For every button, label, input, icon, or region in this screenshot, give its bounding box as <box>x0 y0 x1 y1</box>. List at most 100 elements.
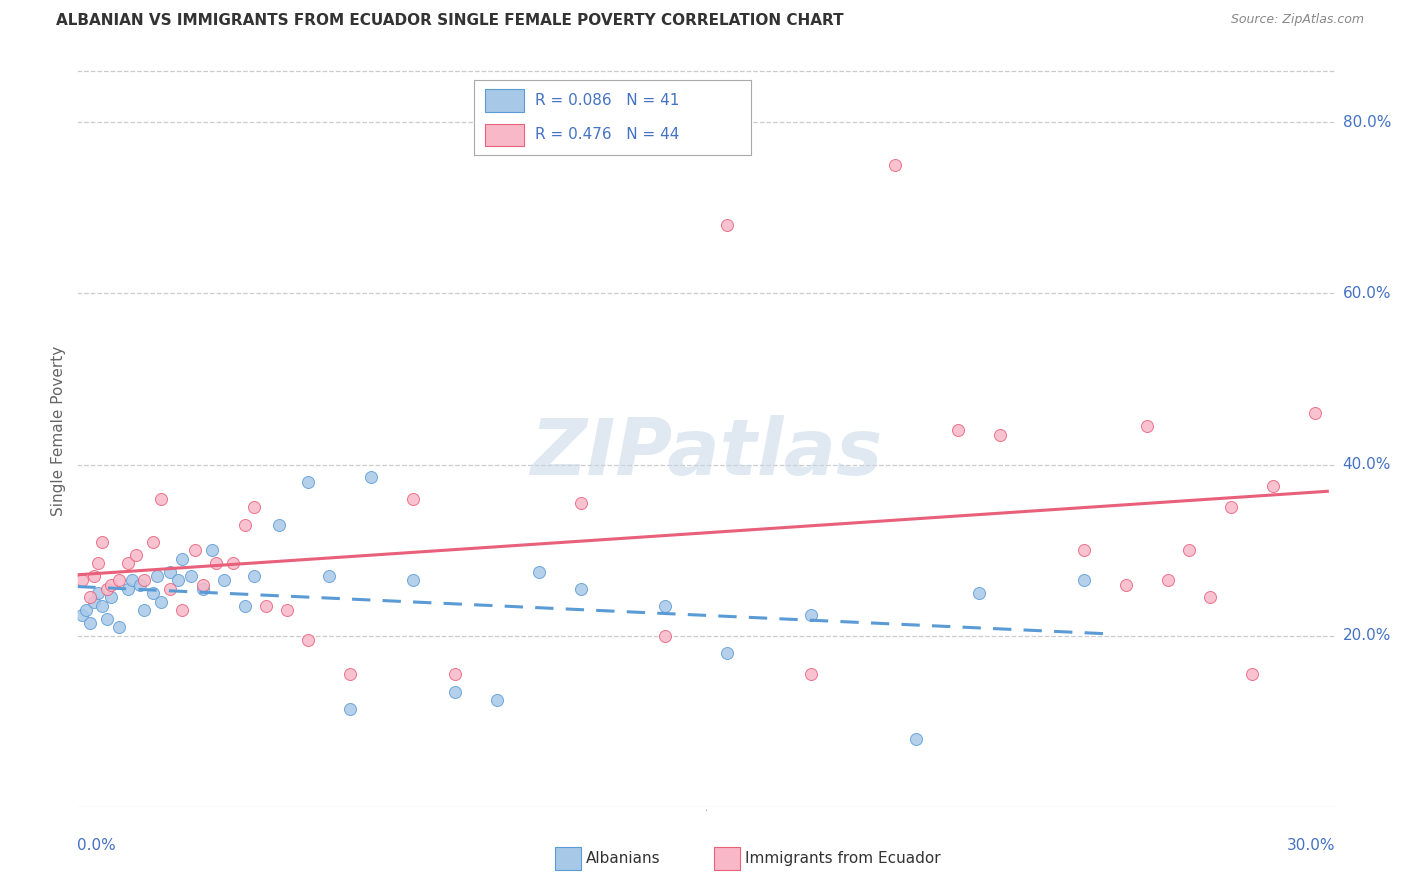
Point <box>117 556 139 570</box>
Point <box>242 569 264 583</box>
Point <box>654 629 676 643</box>
Point <box>142 534 165 549</box>
Point <box>117 582 139 596</box>
Bar <box>485 124 523 146</box>
Point <box>1199 591 1222 605</box>
Text: 30.0%: 30.0% <box>1288 838 1336 853</box>
Point <box>242 500 264 515</box>
Point <box>276 603 298 617</box>
Point <box>233 599 256 613</box>
Point <box>172 603 194 617</box>
Point <box>134 574 156 588</box>
Point <box>402 574 425 588</box>
Point <box>800 607 823 622</box>
Point <box>339 667 361 681</box>
Point <box>150 595 173 609</box>
Point <box>1073 574 1095 588</box>
Point <box>360 470 382 484</box>
Point <box>716 646 738 660</box>
Point <box>1219 500 1241 515</box>
Text: Albanians: Albanians <box>586 852 661 866</box>
Point <box>1136 419 1159 434</box>
Point <box>75 603 97 617</box>
Text: R = 0.086   N = 41: R = 0.086 N = 41 <box>534 93 679 108</box>
Text: 60.0%: 60.0% <box>1343 285 1391 301</box>
Point <box>1157 574 1180 588</box>
Point <box>70 574 93 588</box>
Point <box>485 693 508 707</box>
Point <box>167 574 190 588</box>
Point <box>569 496 592 510</box>
Text: ZIPatlas: ZIPatlas <box>530 415 883 491</box>
Point <box>204 556 226 570</box>
Point <box>79 616 101 631</box>
Point <box>70 607 93 622</box>
Point <box>1303 406 1326 420</box>
Point <box>79 591 101 605</box>
Point <box>87 556 110 570</box>
Point <box>318 569 340 583</box>
Text: 0.0%: 0.0% <box>77 838 117 853</box>
Point <box>254 599 277 613</box>
Point <box>402 491 425 506</box>
Point <box>108 620 131 634</box>
Point <box>121 574 143 588</box>
Point <box>87 586 110 600</box>
Point <box>1178 543 1201 558</box>
Point <box>142 586 165 600</box>
Point <box>91 534 114 549</box>
Point <box>134 603 156 617</box>
Point <box>83 569 105 583</box>
Point <box>654 599 676 613</box>
Point <box>180 569 202 583</box>
Point <box>988 427 1011 442</box>
Bar <box>485 89 523 112</box>
Point <box>297 475 319 489</box>
Point <box>233 517 256 532</box>
Point <box>527 565 550 579</box>
Text: Immigrants from Ecuador: Immigrants from Ecuador <box>745 852 941 866</box>
Point <box>125 548 148 562</box>
Point <box>159 565 181 579</box>
Point <box>100 577 122 591</box>
Point <box>948 424 970 438</box>
Text: 20.0%: 20.0% <box>1343 629 1391 643</box>
Point <box>800 667 823 681</box>
Point <box>83 595 105 609</box>
Point <box>191 582 215 596</box>
Point <box>96 582 118 596</box>
Point <box>339 702 361 716</box>
Point <box>191 577 215 591</box>
Point <box>444 684 467 698</box>
Point <box>267 517 290 532</box>
Point <box>444 667 467 681</box>
Point <box>905 731 928 746</box>
Point <box>129 577 152 591</box>
Point <box>159 582 181 596</box>
Point <box>146 569 169 583</box>
Point <box>297 633 319 648</box>
Point <box>96 612 118 626</box>
Text: Source: ZipAtlas.com: Source: ZipAtlas.com <box>1230 13 1364 27</box>
Point <box>200 543 222 558</box>
Point <box>100 591 122 605</box>
Point <box>716 218 738 232</box>
Point <box>108 574 131 588</box>
Point <box>1261 479 1284 493</box>
Point <box>91 599 114 613</box>
Y-axis label: Single Female Poverty: Single Female Poverty <box>51 345 66 516</box>
Point <box>884 158 907 172</box>
Point <box>569 582 592 596</box>
Point <box>150 491 173 506</box>
Point <box>221 556 243 570</box>
Text: R = 0.476   N = 44: R = 0.476 N = 44 <box>534 128 679 143</box>
Text: ALBANIAN VS IMMIGRANTS FROM ECUADOR SINGLE FEMALE POVERTY CORRELATION CHART: ALBANIAN VS IMMIGRANTS FROM ECUADOR SING… <box>56 13 844 29</box>
Point <box>172 552 194 566</box>
Point <box>1240 667 1263 681</box>
Text: 80.0%: 80.0% <box>1343 114 1391 129</box>
Point <box>1115 577 1137 591</box>
Point <box>212 574 235 588</box>
Point <box>184 543 207 558</box>
Point <box>967 586 990 600</box>
Text: 40.0%: 40.0% <box>1343 458 1391 472</box>
